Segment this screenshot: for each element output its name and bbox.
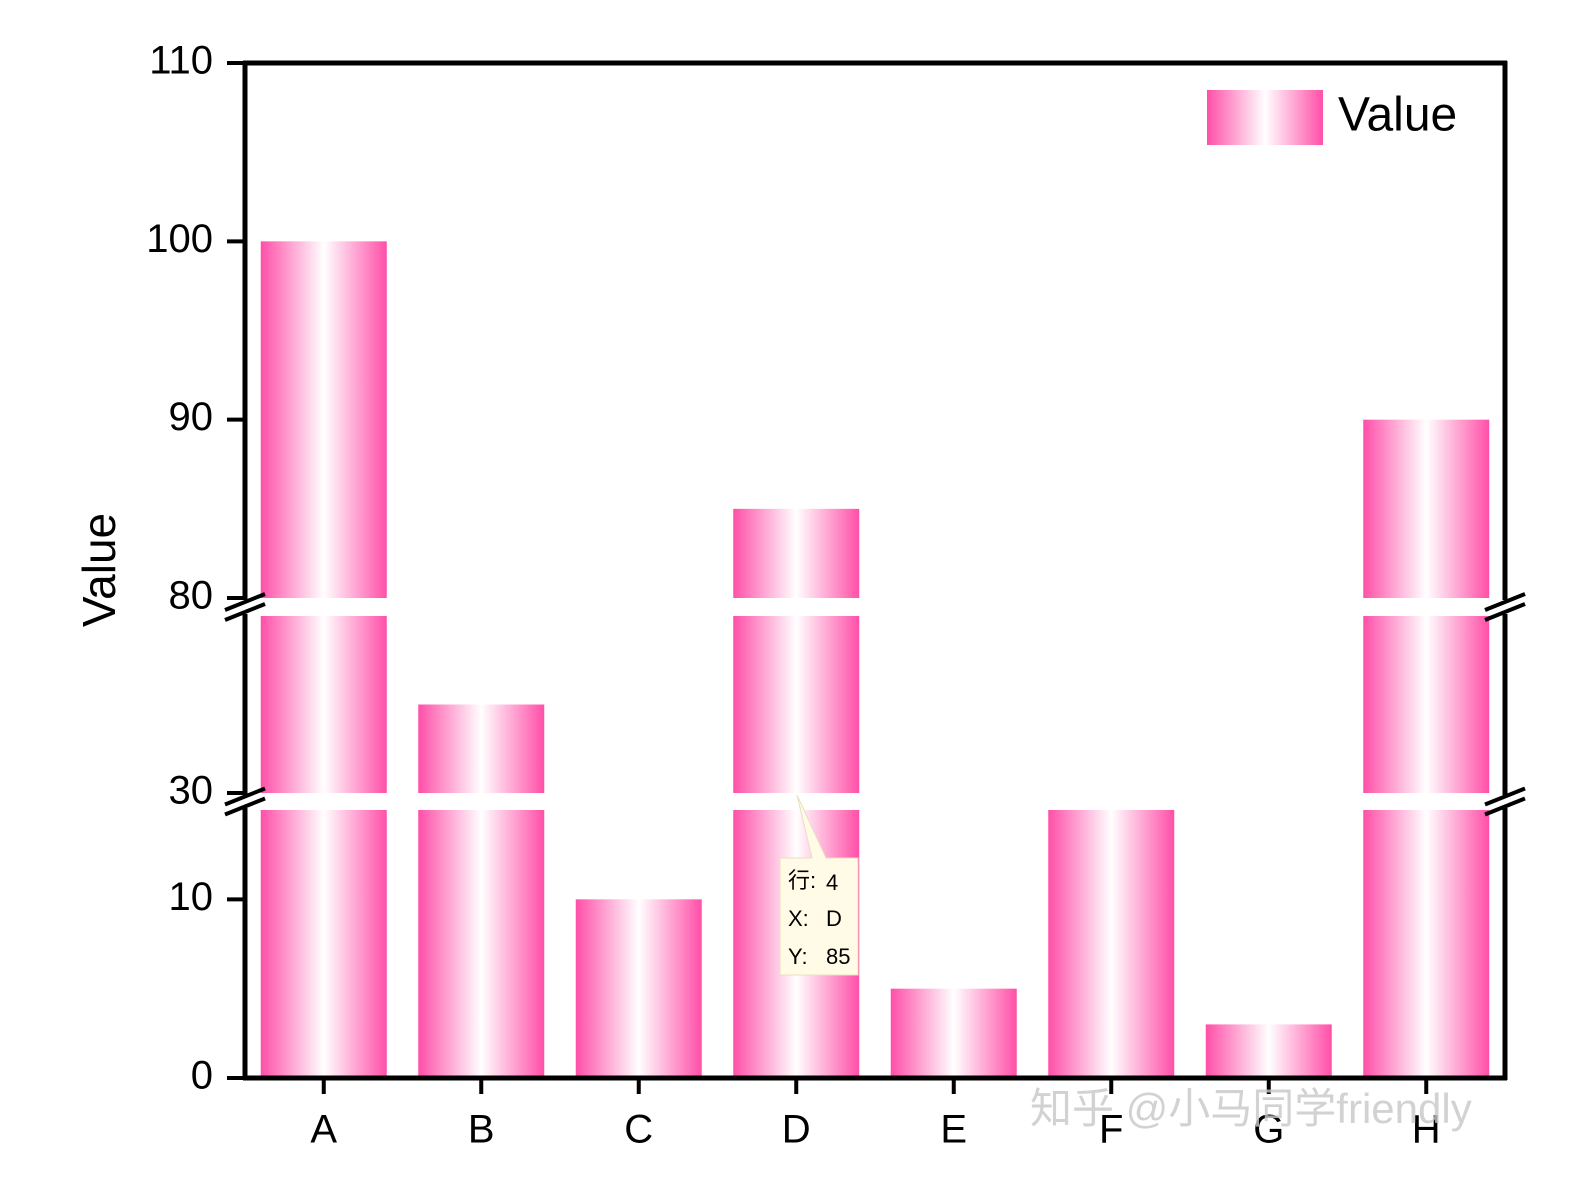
axis-break <box>1484 592 1526 612</box>
tooltip: 行: 4 X: D Y: 85 <box>779 794 859 976</box>
y-tick-label: 10 <box>169 875 214 919</box>
axis-break <box>224 592 266 612</box>
bar <box>733 616 860 793</box>
bar <box>890 988 1017 1078</box>
tooltip-row-label: 行: <box>788 868 816 893</box>
y-tick-label: 90 <box>169 395 214 439</box>
x-tick-label: A <box>310 1108 337 1152</box>
axis-break <box>224 786 266 807</box>
y-tick-label: 0 <box>191 1054 213 1098</box>
y-axis-label: Value <box>73 513 125 627</box>
bar <box>1363 419 1490 598</box>
x-tick-label: D <box>782 1108 811 1152</box>
tooltip-x: D <box>826 906 842 931</box>
watermark: 知乎 @小马同学friendly <box>1030 1085 1472 1132</box>
bar <box>418 704 545 793</box>
bar <box>418 810 545 1078</box>
bar <box>260 616 387 793</box>
y-tick-label: 80 <box>169 574 214 618</box>
y-tick-label: 100 <box>146 217 213 261</box>
y-tick-label: 110 <box>149 39 213 83</box>
bar <box>1363 616 1490 793</box>
x-tick-label: E <box>940 1108 967 1152</box>
bar <box>733 508 860 598</box>
tooltip-box <box>779 794 859 976</box>
axis-break <box>1484 786 1526 807</box>
x-tick-label: F <box>1099 1108 1123 1152</box>
bar <box>1048 810 1175 1078</box>
x-tick-label: C <box>624 1108 653 1152</box>
tooltip-y: 85 <box>826 944 850 969</box>
tooltip-y-label: Y: <box>788 944 808 969</box>
bar <box>260 810 387 1078</box>
bar <box>1363 810 1490 1078</box>
legend-swatch <box>1207 90 1323 145</box>
tooltip-row: 4 <box>826 870 838 895</box>
tooltip-x-label: X: <box>788 906 809 931</box>
y-tick-label: 30 <box>169 769 214 813</box>
axis-break <box>224 602 266 622</box>
x-tick-label: G <box>1253 1108 1284 1152</box>
legend-label: Value <box>1338 89 1457 142</box>
bar <box>575 899 702 1078</box>
bar <box>1205 1024 1332 1078</box>
axis-break <box>224 796 266 817</box>
axis-break <box>1484 796 1526 817</box>
x-tick-label: B <box>468 1108 495 1152</box>
x-tick-label: H <box>1412 1108 1441 1152</box>
bar <box>260 241 387 599</box>
axis-break <box>1484 602 1526 622</box>
